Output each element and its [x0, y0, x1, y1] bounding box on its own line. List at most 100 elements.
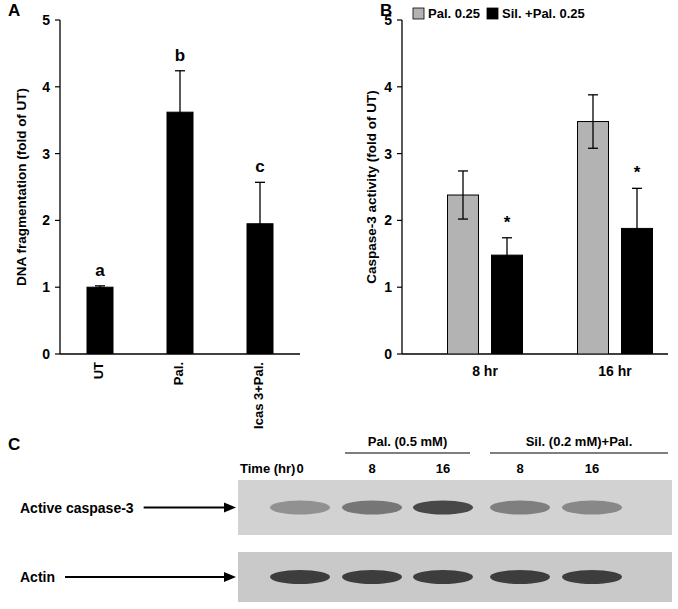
- band: [490, 570, 550, 584]
- y-tick-label: 3: [384, 146, 392, 162]
- y-tick-label: 0: [384, 346, 392, 362]
- blot-strip: [238, 552, 672, 602]
- y-axis-label: Caspase-3 activity (fold of UT): [364, 90, 379, 284]
- band: [270, 501, 330, 515]
- error-stem: [179, 71, 180, 154]
- band: [562, 501, 622, 515]
- panel-1: B012345Caspase-3 activity (fold of UT)**…: [364, 1, 668, 379]
- y-tick-label: 5: [384, 12, 392, 28]
- arrow-head: [224, 572, 236, 582]
- error-cap: [175, 153, 185, 154]
- y-tick-label: 4: [384, 79, 392, 95]
- lane-label: 8: [368, 461, 375, 476]
- lane-label: 16: [585, 461, 599, 476]
- band: [342, 501, 402, 515]
- annotation: c: [255, 157, 264, 176]
- labels: a b c UT Pal. Icas 3+Pal.: [91, 46, 266, 429]
- y-axis: [59, 20, 60, 354]
- y-tick: [397, 86, 402, 87]
- row-label: Active caspase-3: [20, 500, 134, 516]
- y-tick: [55, 153, 60, 154]
- legend-swatch: [413, 8, 424, 19]
- y-tick: [55, 220, 60, 221]
- panel-label: A: [8, 1, 20, 20]
- y-tick-label: 1: [384, 279, 392, 295]
- error-cap: [95, 285, 105, 286]
- marks: [87, 71, 273, 354]
- y-tick: [397, 220, 402, 221]
- lane-label: 0: [296, 461, 303, 476]
- legend-label: Pal. 0.25: [428, 6, 480, 21]
- lane-label: 16: [436, 461, 450, 476]
- band: [562, 570, 622, 584]
- error-cap: [632, 268, 642, 269]
- error-cap: [458, 170, 468, 171]
- panel-0: A012345DNA fragmentation (fold of UT)abc…: [8, 1, 300, 429]
- bar: [448, 195, 479, 354]
- arrow-line: [65, 576, 226, 578]
- y-tick-label: 1: [42, 279, 50, 295]
- bar: [578, 122, 609, 354]
- x-tick-label: 8 hr: [472, 363, 498, 379]
- y-tick: [55, 86, 60, 87]
- band: [342, 570, 402, 584]
- error-stem: [636, 188, 637, 268]
- figure: A 0 1 2 3 4 5 DNA fragmentation (fold of UT) a b c…: [0, 0, 678, 609]
- time-label: Time (hr): [240, 461, 295, 476]
- legend-swatch: [487, 8, 498, 19]
- error-cap: [588, 148, 598, 149]
- lane-label: 8: [516, 461, 523, 476]
- blot-panel: C Pal. (0.5 mM) Sil. (0.2 mM)+Pal. Time (hr…: [8, 434, 672, 602]
- arrow-head: [224, 503, 236, 513]
- y-tick: [55, 19, 60, 20]
- y-axis-label: DNA fragmentation (fold of UT): [14, 88, 29, 286]
- error-bar: [255, 182, 265, 265]
- band: [413, 501, 473, 515]
- y-tick: [55, 353, 60, 354]
- annotation: *: [504, 213, 511, 232]
- x-tick-label: Pal.: [171, 362, 186, 385]
- error-bar: [458, 171, 468, 219]
- error-cap: [95, 288, 105, 289]
- error-stem: [259, 182, 260, 265]
- group-label: Pal. (0.5 mM): [368, 434, 447, 449]
- group-line: [345, 452, 470, 453]
- x-tick-label: Icas 3+Pal.: [251, 362, 266, 429]
- marks: [448, 95, 653, 354]
- band: [490, 501, 550, 515]
- legend: Pal. 0.25 Sil. +Pal. 0.25: [413, 6, 585, 21]
- error-cap: [588, 94, 598, 95]
- y-tick-label: 2: [42, 212, 50, 228]
- error-bar: [632, 188, 642, 268]
- group-line: [490, 452, 668, 453]
- error-cap: [458, 218, 468, 219]
- group-label: Sil. (0.2 mM)+Pal.: [526, 434, 633, 449]
- annotation: b: [175, 46, 185, 65]
- legend-label: Sil. +Pal. 0.25: [502, 6, 585, 21]
- y-tick: [397, 287, 402, 288]
- y-tick-label: 0: [42, 346, 50, 362]
- error-bar: [588, 95, 598, 148]
- x-tick-label: 16 hr: [598, 363, 632, 379]
- error-bar: [95, 286, 105, 289]
- error-cap: [255, 265, 265, 266]
- error-stem: [506, 238, 507, 273]
- row-label: Actin: [20, 569, 55, 585]
- labels: **8 hr16 hr: [472, 163, 641, 379]
- y-tick-label: 3: [42, 146, 50, 162]
- band: [270, 570, 330, 584]
- error-stem: [592, 95, 593, 148]
- annotation: a: [95, 261, 105, 280]
- error-bar: [502, 238, 512, 273]
- y-tick-label: 4: [42, 79, 50, 95]
- error-cap: [632, 188, 642, 189]
- panel-label: C: [8, 435, 20, 454]
- error-cap: [502, 272, 512, 273]
- error-cap: [255, 182, 265, 183]
- arrow-line: [144, 507, 226, 509]
- y-tick: [397, 153, 402, 154]
- y-axis: [401, 20, 402, 354]
- y-tick: [55, 287, 60, 288]
- x-tick-label: UT: [91, 362, 106, 379]
- error-stem: [462, 171, 463, 219]
